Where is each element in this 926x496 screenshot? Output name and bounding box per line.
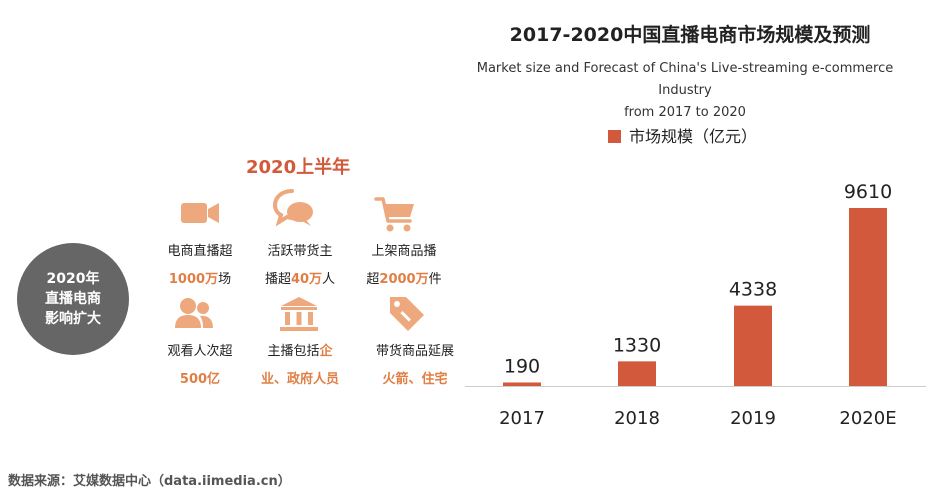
stat-live-count-line1: 电商直播超 (167, 244, 233, 259)
stat-anchors-unit: 人 (322, 272, 336, 287)
stat-hosts-prefix: 主播包括 (267, 344, 320, 359)
government-building-icon (277, 294, 321, 338)
speech-bubbles-icon (272, 188, 316, 232)
stat-goods-line2: 超2000万件 (352, 268, 456, 287)
chart-title: 2017-2020中国直播电商市场规模及预测 (509, 24, 871, 46)
legend-label: 市场规模（亿元） (629, 127, 758, 146)
chart-subtitle-line1: Market size and Forecast of China's Live… (476, 61, 894, 98)
stat-views-value: 500亿 (179, 372, 221, 387)
data-source: 数据来源：艾媒数据中心（data.iimedia.cn） (8, 474, 291, 489)
shopping-cart-icon (374, 195, 418, 239)
summary-circle: 2020年 直播电商 影响扩大 (17, 243, 129, 355)
circle-line-3: 影响扩大 (45, 311, 101, 327)
stat-hosts-hl2: 业、政府人员 (260, 372, 339, 387)
stat-anchors-value: 40万 (290, 272, 323, 287)
x-tick-2020E: 2020E (839, 408, 896, 429)
stat-anchors-line2: 播超40万人 (248, 268, 352, 287)
stat-goods-line1: 上架商品播 (371, 244, 437, 259)
stat-goods-unit: 件 (428, 272, 442, 287)
stat-goods-value: 2000万 (379, 272, 429, 287)
stat-products-value: 火箭、住宅 (382, 372, 448, 387)
stat-products-line1: 带货商品延展 (375, 344, 454, 359)
stat-live-count-line2: 1000万场 (150, 268, 250, 287)
stat-hosts-line2: 业、政府人员 (250, 368, 350, 387)
chart-subtitle: Market size and Forecast of China's Live… (455, 58, 915, 124)
stat-hosts-hl1: 企 (319, 344, 333, 359)
chart-subtitle-line2: from 2017 to 2020 (624, 105, 746, 120)
bar-2018 (618, 361, 656, 386)
chart-legend: 市场规模（亿元） (608, 123, 757, 147)
data-label-2017: 190 (504, 355, 540, 377)
panel-title: 2020上半年 (246, 157, 351, 178)
bar-2019 (734, 305, 772, 386)
stat-goods-prefix: 超 (366, 272, 380, 287)
circle-line-1: 2020年 (46, 271, 100, 287)
video-camera-icon (178, 193, 222, 237)
data-label-2020E: 9610 (844, 181, 892, 203)
price-tag-icon (384, 293, 428, 337)
stat-products-line2: 火箭、住宅 (360, 368, 470, 387)
bar-2017 (503, 382, 541, 386)
data-label-2019: 4338 (729, 279, 777, 301)
data-label-2018: 1330 (613, 334, 661, 356)
people-icon (172, 294, 216, 338)
stat-anchors-line1: 活跃带货主 (267, 244, 333, 259)
stat-live-count-unit: 场 (218, 272, 232, 287)
x-tick-2018: 2018 (614, 408, 660, 429)
circle-line-2: 直播电商 (45, 291, 101, 307)
bar-2020E (849, 208, 887, 386)
stat-anchors-prefix: 播超 (264, 272, 291, 287)
stat-views-line2: 500亿 (148, 368, 252, 387)
legend-swatch (608, 130, 621, 143)
stat-hosts-line1: 主播包括企 (250, 340, 350, 359)
x-tick-2017: 2017 (499, 408, 545, 429)
stat-live-count-value: 1000万 (168, 272, 219, 287)
stat-views-line1: 观看人次超 (167, 344, 233, 359)
x-tick-2019: 2019 (730, 408, 776, 429)
